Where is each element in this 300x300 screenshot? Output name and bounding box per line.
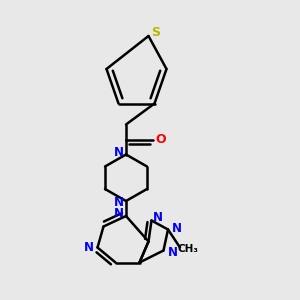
Text: N: N [84, 241, 94, 254]
Text: N: N [113, 146, 124, 160]
Text: O: O [155, 133, 166, 146]
Text: N: N [167, 245, 178, 259]
Text: N: N [172, 221, 182, 235]
Text: N: N [152, 211, 163, 224]
Text: N: N [113, 207, 124, 220]
Text: S: S [152, 26, 160, 39]
Text: CH₃: CH₃ [177, 244, 198, 254]
Text: N: N [113, 196, 124, 209]
